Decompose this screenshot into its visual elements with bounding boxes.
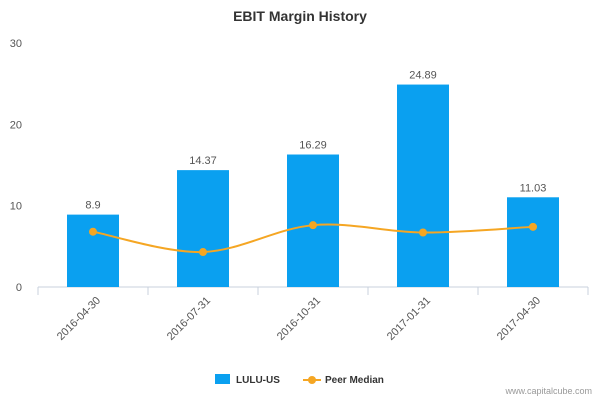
peer-median-point-2016-04-30 (89, 227, 97, 236)
x-tick-label: 2017-01-31 (385, 295, 433, 343)
bar-2016-04-30 (67, 214, 119, 287)
bar-data-label: 24.89 (409, 70, 437, 82)
bar-data-label: 14.37 (189, 155, 217, 167)
y-tick-label: 10 (10, 201, 22, 213)
bar-2016-07-31 (177, 170, 229, 287)
y-tick-label: 30 (10, 38, 22, 50)
legend-marker-peer (308, 376, 316, 384)
y-axis: 0 10 20 30 (10, 38, 22, 294)
bar-2017-04-30 (507, 197, 559, 287)
bar-data-labels: 8.9 14.37 16.29 24.89 11.03 (85, 70, 546, 212)
peer-median-point-2016-10-31 (309, 221, 317, 230)
legend-swatch-lulu (215, 374, 230, 384)
bar-data-label: 8.9 (85, 200, 100, 212)
y-tick-label: 0 (16, 282, 22, 294)
bar-data-label: 16.29 (299, 140, 327, 152)
bar-data-label: 11.03 (520, 182, 547, 194)
legend: LULU-US Peer Median (215, 374, 384, 386)
legend-label-peer: Peer Median (325, 375, 384, 386)
peer-median-point-2016-07-31 (199, 248, 207, 257)
peer-median-point-2017-01-31 (419, 228, 427, 237)
chart-title: EBIT Margin History (233, 8, 367, 24)
x-axis: 2016-04-30 2016-07-31 2016-10-31 2017-01-31… (37, 287, 589, 343)
peer-median-point-2017-04-30 (529, 222, 537, 231)
bar-2017-01-31 (397, 84, 449, 287)
x-tick-label: 2016-04-30 (55, 295, 103, 343)
bar-series (67, 84, 559, 287)
y-tick-label: 20 (10, 119, 22, 131)
credit-text: www.capitalcube.com (504, 386, 592, 396)
x-tick-label: 2016-07-31 (165, 295, 213, 343)
bar-2016-10-31 (287, 154, 339, 287)
legend-label-lulu: LULU-US (236, 375, 280, 386)
x-tick-label: 2017-04-30 (495, 295, 543, 343)
x-tick-label: 2016-10-31 (275, 295, 323, 343)
peer-median-points (89, 221, 537, 257)
